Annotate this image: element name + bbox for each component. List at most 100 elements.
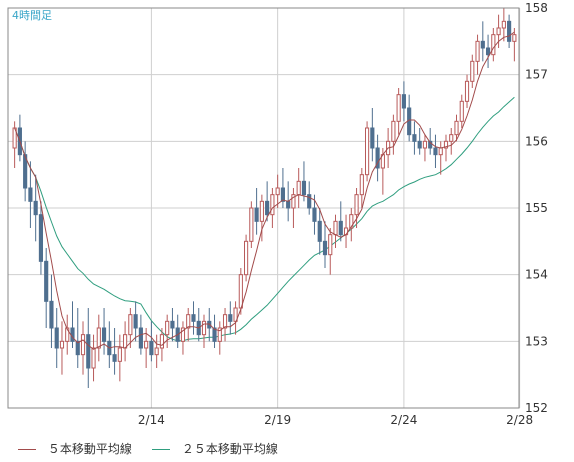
candle-body xyxy=(144,340,149,349)
candle-body xyxy=(475,40,480,62)
ma25-series xyxy=(14,96,515,342)
candle-body xyxy=(507,20,512,42)
candle-body xyxy=(249,207,254,242)
candle-body xyxy=(301,180,307,196)
candle-body xyxy=(201,320,207,336)
candle-body xyxy=(491,34,496,56)
candle-body xyxy=(265,200,270,216)
x-tick-label: 2/24 xyxy=(390,413,417,427)
legend-label-ma5: ５本移動平均線 xyxy=(47,442,132,456)
candle-body xyxy=(238,274,243,309)
candle-body xyxy=(101,327,107,342)
candle-body xyxy=(75,340,80,356)
candle-body xyxy=(485,47,491,56)
candle-body xyxy=(354,194,359,216)
legend-swatch-ma5 xyxy=(18,449,36,450)
candle-body xyxy=(254,207,259,222)
candle-body xyxy=(443,140,449,149)
candle-body xyxy=(438,147,443,156)
y-tick-label: 156 xyxy=(525,134,548,148)
legend-item-ma25: ２５本移動平均線 xyxy=(152,440,278,457)
candle-body xyxy=(133,314,138,329)
candle-body xyxy=(165,320,170,336)
candle-body xyxy=(259,200,264,222)
candle-body xyxy=(96,327,101,349)
candle-body xyxy=(312,207,317,222)
candle-body xyxy=(449,134,454,142)
grid xyxy=(8,7,521,409)
candle-body xyxy=(496,27,501,36)
candle-body xyxy=(149,340,154,356)
ma25-line xyxy=(14,96,515,342)
candle-body xyxy=(359,174,364,196)
legend: ５本移動平均線 ２５本移動平均線 xyxy=(0,432,574,462)
candle-body xyxy=(396,94,401,122)
candle-body xyxy=(349,214,354,229)
y-axis-ticks: 152 153 154 155 156 157 158 xyxy=(525,1,548,415)
candle-body xyxy=(391,120,396,142)
candle-body xyxy=(80,334,86,356)
candle-body xyxy=(44,260,49,302)
candle-body xyxy=(433,147,438,156)
candle-body xyxy=(512,34,517,42)
candle-body xyxy=(86,334,91,369)
candle-body xyxy=(54,327,59,349)
candle-body xyxy=(49,300,54,329)
candle-body xyxy=(91,347,96,369)
candle-body xyxy=(117,347,122,362)
candle-body xyxy=(317,220,322,242)
candle-body xyxy=(280,187,285,202)
candle-body xyxy=(501,20,506,29)
candle-body xyxy=(291,194,296,209)
y-tick-label: 154 xyxy=(525,268,548,282)
candle-body xyxy=(375,147,380,169)
chart-title: 4時間足 xyxy=(12,9,52,22)
y-tick-label: 157 xyxy=(525,68,548,82)
candle-body xyxy=(28,187,33,202)
candle-body xyxy=(112,354,117,362)
candle-body xyxy=(154,347,159,356)
plot-border xyxy=(7,7,520,409)
candle-body xyxy=(212,327,217,342)
candle-body xyxy=(191,314,196,322)
candle-body xyxy=(65,327,70,342)
candle-body xyxy=(322,240,328,256)
x-tick-label: 2/14 xyxy=(138,413,165,427)
candle-body xyxy=(454,120,459,136)
candlestick-chart: 152 153 154 155 156 157 158 2/14 2/19 2/24 2/28 4… xyxy=(7,1,548,427)
y-tick-label: 153 xyxy=(525,334,548,348)
x-tick-label: 2/28 xyxy=(506,413,533,427)
candle-body xyxy=(428,140,433,149)
candle-body xyxy=(217,327,222,342)
candle-body xyxy=(417,140,422,149)
candle-body xyxy=(222,314,228,329)
candle-body xyxy=(275,187,280,196)
candle-body xyxy=(170,320,175,329)
candle-body xyxy=(370,127,375,149)
candle-body xyxy=(270,194,275,216)
y-tick-label: 152 xyxy=(525,401,548,415)
candle-body xyxy=(33,200,38,216)
x-tick-label: 2/19 xyxy=(264,413,291,427)
candle-body xyxy=(244,240,249,276)
candle-body xyxy=(59,340,65,349)
ma5-series xyxy=(14,31,515,350)
candle-body xyxy=(464,80,470,102)
candle-body xyxy=(365,127,370,176)
legend-swatch-ma25 xyxy=(152,449,170,450)
candle-body xyxy=(459,100,464,122)
candle-body xyxy=(70,327,75,342)
legend-item-ma5: ５本移動平均線 xyxy=(18,440,132,457)
candle-body xyxy=(338,220,343,236)
legend-label-ma25: ２５本移動平均線 xyxy=(181,442,278,456)
candle-body xyxy=(233,307,238,322)
y-tick-label: 158 xyxy=(525,1,548,15)
x-axis-ticks: 2/14 2/19 2/24 2/28 xyxy=(138,413,533,427)
ma5-line xyxy=(14,31,515,350)
candle-body xyxy=(307,194,312,209)
candle-body xyxy=(38,214,44,262)
candle-body xyxy=(296,180,301,196)
candle-body xyxy=(180,327,186,342)
candle-body xyxy=(186,314,191,329)
candle-body xyxy=(128,314,133,336)
